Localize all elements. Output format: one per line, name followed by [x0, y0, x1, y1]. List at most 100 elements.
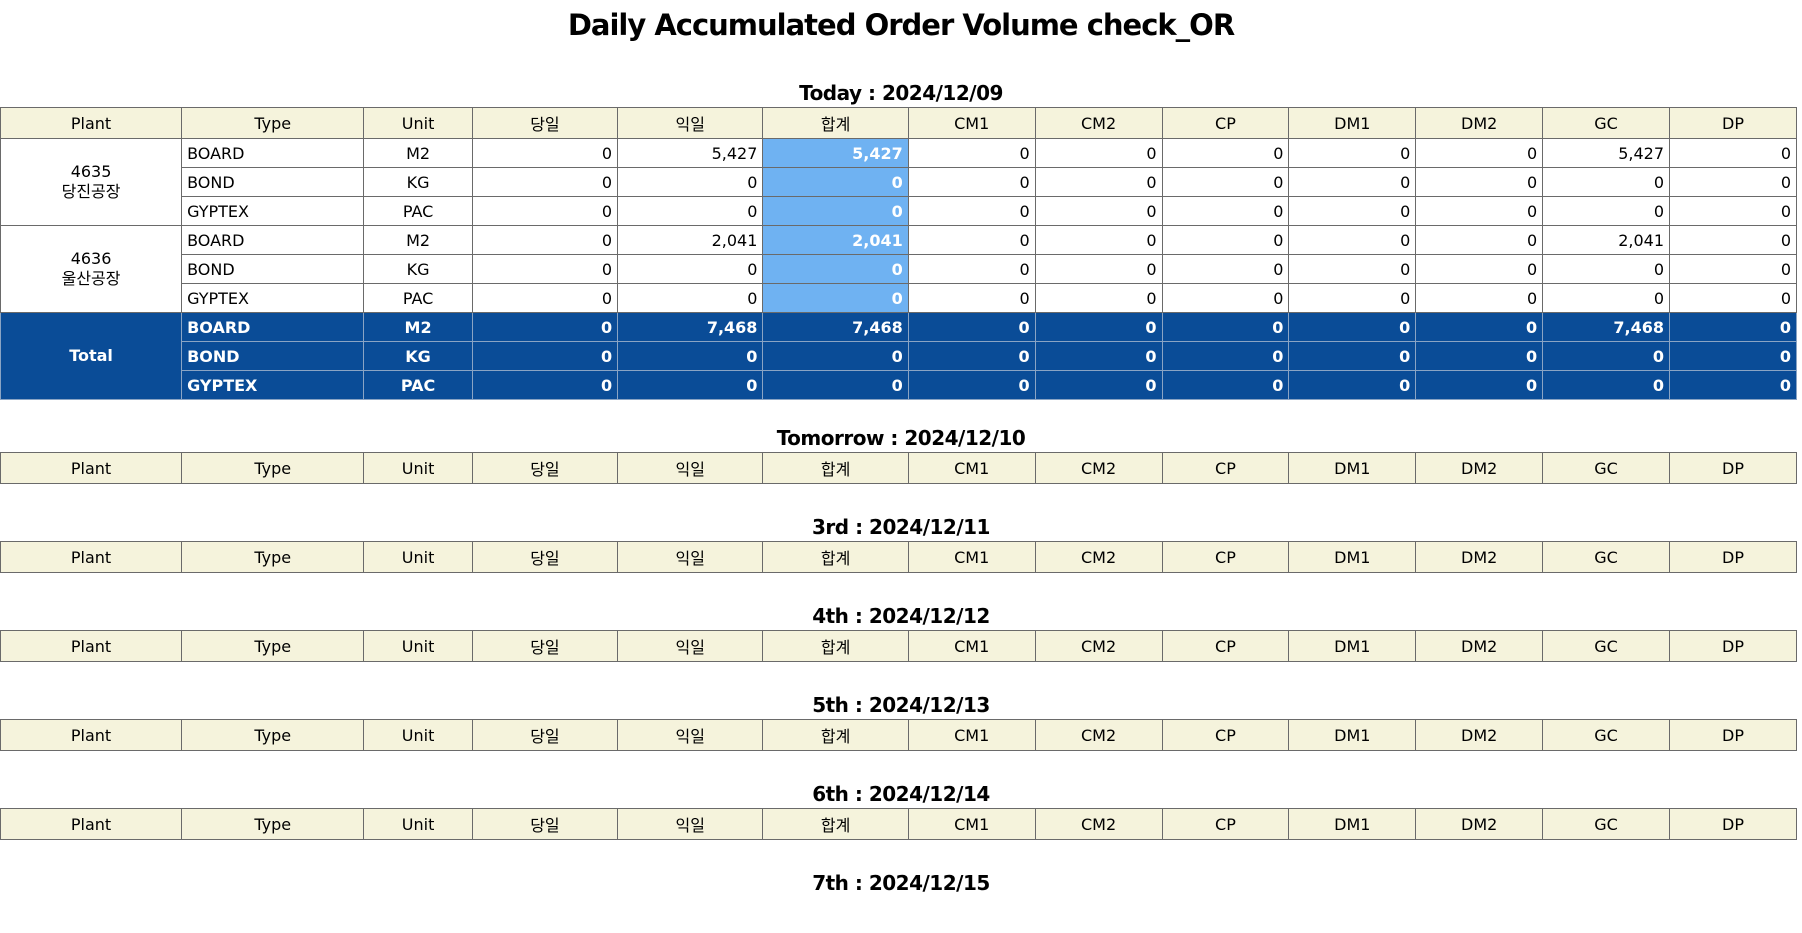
column-header[interactable]: Type	[181, 630, 365, 662]
column-header[interactable]: 익일	[617, 808, 764, 840]
value-cell: 0	[1542, 283, 1670, 313]
column-header[interactable]: 익일	[617, 541, 764, 573]
column-header[interactable]: GC	[1542, 107, 1670, 139]
column-header[interactable]: DM2	[1415, 808, 1544, 840]
column-header[interactable]: CM2	[1034, 719, 1163, 751]
value-cell: 0	[1288, 283, 1417, 313]
column-header[interactable]: DM1	[1288, 719, 1417, 751]
column-header[interactable]: DP	[1669, 452, 1797, 484]
column-header[interactable]: 합계	[762, 107, 909, 139]
column-header[interactable]: Unit	[363, 107, 473, 139]
column-header[interactable]: CM1	[907, 719, 1036, 751]
value-cell: 0	[1669, 225, 1797, 255]
total-value-cell: 0	[617, 341, 764, 371]
column-header[interactable]: DP	[1669, 541, 1797, 573]
column-header[interactable]: CM2	[1034, 541, 1163, 573]
column-header[interactable]: DM1	[1288, 630, 1417, 662]
column-header[interactable]: Plant	[0, 107, 183, 139]
plant-cell: 4635 당진공장	[0, 138, 183, 226]
column-header[interactable]: Plant	[0, 630, 183, 662]
column-header[interactable]: DP	[1669, 808, 1797, 840]
column-header[interactable]: CM1	[907, 541, 1036, 573]
column-header[interactable]: DP	[1669, 719, 1797, 751]
column-header[interactable]: 당일	[471, 107, 619, 139]
column-header[interactable]: DM1	[1288, 541, 1417, 573]
column-header[interactable]: CM2	[1034, 630, 1163, 662]
column-header[interactable]: Type	[181, 719, 365, 751]
column-header[interactable]: 익일	[617, 452, 764, 484]
column-header[interactable]: CP	[1161, 452, 1290, 484]
column-header[interactable]: Unit	[363, 452, 473, 484]
column-header[interactable]: CM1	[907, 808, 1036, 840]
table-row[interactable]: BOND KG 0 0 0 0 0 0 0 0 0 0	[1, 254, 1797, 284]
column-header[interactable]: DM1	[1288, 107, 1417, 139]
column-header[interactable]: Unit	[363, 808, 473, 840]
total-value-cell: 0	[762, 370, 909, 400]
table-row[interactable]: GYPTEX PAC 0 0 0 0 0 0 0 0 0 0	[1, 196, 1797, 226]
column-header[interactable]: CM2	[1034, 107, 1163, 139]
column-header[interactable]: Type	[181, 452, 365, 484]
column-header[interactable]: 익일	[617, 630, 764, 662]
table-row[interactable]: 4635 당진공장 BOARD M2 0 5,427 5,427 0 0 0 0 0 5,427 0	[0, 138, 1797, 226]
column-header[interactable]: GC	[1542, 630, 1670, 662]
column-header[interactable]: 익일	[617, 719, 764, 751]
column-header[interactable]: 당일	[471, 630, 619, 662]
column-header[interactable]: CP	[1161, 719, 1290, 751]
column-header[interactable]: CM2	[1034, 452, 1163, 484]
table-row[interactable]: BOND KG 0 0 0 0 0 0 0 0 0 0	[1, 167, 1797, 197]
column-header[interactable]: Plant	[0, 719, 183, 751]
column-header[interactable]: CP	[1161, 107, 1290, 139]
column-header[interactable]: Type	[181, 541, 365, 573]
total-row[interactable]: Total BOARD M2 0 7,468 7,468 0 0 0 0 0 7,468 0	[0, 312, 1797, 400]
column-header[interactable]: 익일	[617, 107, 764, 139]
column-header[interactable]: DM1	[1288, 452, 1417, 484]
column-header[interactable]: CP	[1161, 808, 1290, 840]
column-header[interactable]: Plant	[0, 452, 183, 484]
table-row[interactable]: GYPTEX PAC 0 0 0 0 0 0 0 0 0 0	[1, 283, 1797, 313]
column-header[interactable]: 합계	[762, 541, 909, 573]
column-header[interactable]: DM1	[1288, 808, 1417, 840]
column-header[interactable]: Unit	[363, 719, 473, 751]
column-header[interactable]: CM2	[1034, 808, 1163, 840]
column-header[interactable]: GC	[1542, 541, 1670, 573]
column-header[interactable]: 합계	[762, 808, 909, 840]
column-header[interactable]: Unit	[363, 630, 473, 662]
column-header[interactable]: GC	[1542, 719, 1670, 751]
column-header[interactable]: 당일	[471, 452, 619, 484]
column-header[interactable]: 당일	[471, 808, 619, 840]
column-header[interactable]: CM1	[907, 107, 1036, 139]
type-cell: BOND	[181, 167, 365, 197]
column-header[interactable]: DP	[1669, 107, 1797, 139]
column-header[interactable]: DM2	[1415, 630, 1544, 662]
section-title: 7th : 2024/12/15	[812, 871, 990, 895]
section-title: 4th : 2024/12/12	[812, 604, 990, 628]
column-header[interactable]: GC	[1542, 808, 1670, 840]
column-header[interactable]: 합계	[762, 452, 909, 484]
column-header[interactable]: CM1	[907, 452, 1036, 484]
value-cell: 0	[907, 138, 1036, 168]
value-cell: 0	[471, 167, 619, 197]
column-header[interactable]: GC	[1542, 452, 1670, 484]
column-header[interactable]: Plant	[0, 541, 183, 573]
table-row[interactable]: 4636 울산공장 BOARD M2 0 2,041 2,041 0 0 0 0 0 2,041 0	[0, 225, 1797, 313]
column-header[interactable]: CM1	[907, 630, 1036, 662]
column-header[interactable]: Unit	[363, 541, 473, 573]
column-header[interactable]: 합계	[762, 719, 909, 751]
column-header[interactable]: 합계	[762, 630, 909, 662]
column-header[interactable]: DP	[1669, 630, 1797, 662]
column-header[interactable]: DM2	[1415, 541, 1544, 573]
total-row[interactable]: BOND KG 0 0 0 0 0 0 0 0 0 0	[1, 341, 1797, 371]
column-header[interactable]: DM2	[1415, 719, 1544, 751]
column-header[interactable]: Type	[181, 107, 365, 139]
total-row[interactable]: GYPTEX PAC 0 0 0 0 0 0 0 0 0 0	[1, 370, 1797, 400]
column-header[interactable]: CP	[1161, 541, 1290, 573]
column-header[interactable]: CP	[1161, 630, 1290, 662]
column-header[interactable]: 당일	[471, 541, 619, 573]
column-header[interactable]: DM2	[1415, 107, 1544, 139]
value-cell: 0	[1542, 196, 1670, 226]
column-header[interactable]: DM2	[1415, 452, 1544, 484]
column-header[interactable]: Plant	[0, 808, 183, 840]
column-header[interactable]: 당일	[471, 719, 619, 751]
column-header[interactable]: Type	[181, 808, 365, 840]
total-value-cell: 0	[1161, 312, 1290, 342]
